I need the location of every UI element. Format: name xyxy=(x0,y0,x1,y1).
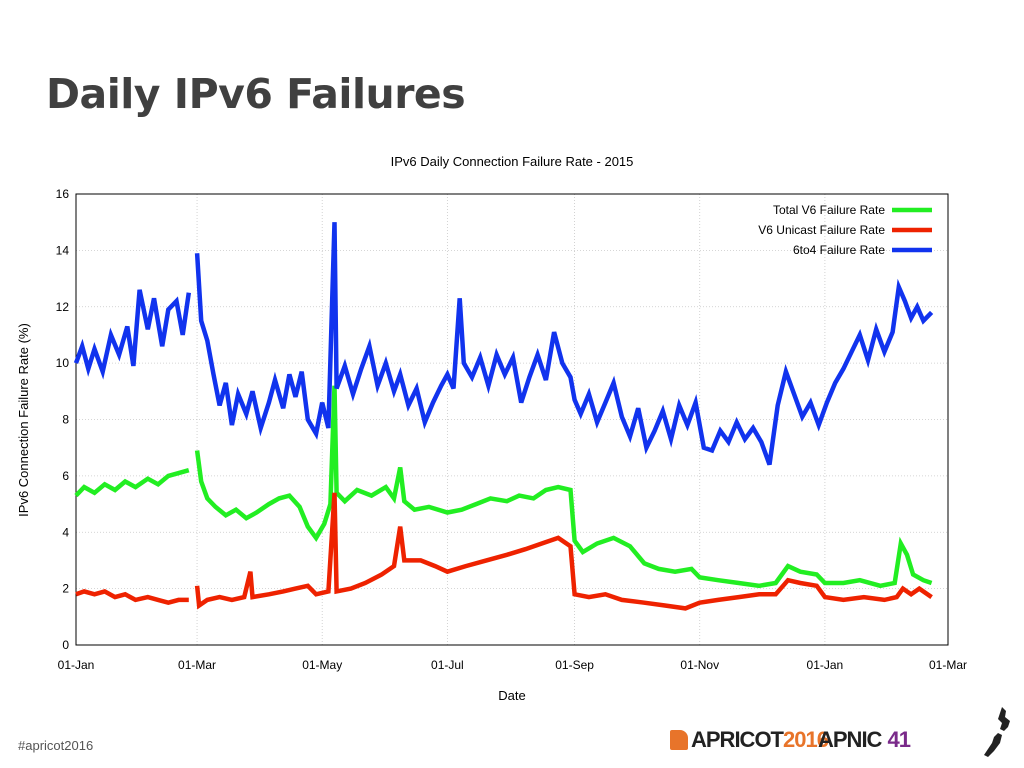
x-tick-label: 01-Jan xyxy=(58,658,95,672)
y-tick-label: 12 xyxy=(56,300,70,314)
apnic-logo-word: APNIC xyxy=(818,727,882,752)
x-axis-label: Date xyxy=(498,688,525,703)
apnic-logo-number: 41 xyxy=(887,727,911,752)
legend-label: 6to4 Failure Rate xyxy=(793,243,885,257)
series-line-0 xyxy=(74,468,190,498)
x-tick-label: 01-Nov xyxy=(680,658,719,672)
apricot-fruit-icon xyxy=(670,730,688,750)
x-tick-label: 01-Jan xyxy=(807,658,844,672)
apricot-logo-year: 2016 xyxy=(783,727,829,752)
x-tick-label: 01-Mar xyxy=(178,658,216,672)
series-line-1 xyxy=(75,588,189,606)
apnic-logo: APNIC 41 xyxy=(818,726,911,754)
y-tick-label: 0 xyxy=(62,638,69,652)
y-axis-label: IPv6 Connection Failure Rate (%) xyxy=(16,323,31,517)
y-tick-label: 14 xyxy=(56,243,70,257)
x-tick-label: 01-Jul xyxy=(431,658,464,672)
y-tick-label: 6 xyxy=(62,469,69,483)
legend-label: V6 Unicast Failure Rate xyxy=(758,223,885,237)
apricot-logo: APRICOT 2016 xyxy=(670,726,829,754)
plot-frame xyxy=(75,193,949,646)
line-chart: IPv6 Daily Connection Failure Rate - 201… xyxy=(16,154,967,703)
series-line-1 xyxy=(194,492,933,611)
legend-label: Total V6 Failure Rate xyxy=(773,203,885,217)
x-tick-label: 01-May xyxy=(302,658,342,672)
series-layer xyxy=(73,222,934,611)
y-tick-label: 8 xyxy=(62,413,69,427)
x-tick-label: 01-Sep xyxy=(555,658,594,672)
slide-title: Daily IPv6 Failures xyxy=(46,70,466,118)
x-tick-label: 01-Mar xyxy=(929,658,967,672)
new-zealand-map-icon xyxy=(984,707,1010,757)
legend: Total V6 Failure Rate V6 Unicast Failure … xyxy=(758,203,932,257)
y-tick-label: 2 xyxy=(62,582,69,596)
y-tick-label: 10 xyxy=(56,356,70,370)
y-tick-label: 16 xyxy=(56,187,70,201)
chart-title: IPv6 Daily Connection Failure Rate - 201… xyxy=(391,154,634,169)
apricot-logo-word: APRICOT xyxy=(691,727,784,752)
axis-ticks: 0 2 4 6 8 10 12 14 16 01-Jan 01-Mar 01-May 01-Jul 01-… xyxy=(56,187,967,672)
series-line-0 xyxy=(194,385,933,589)
series-line-2 xyxy=(194,222,934,466)
y-tick-label: 4 xyxy=(62,525,69,539)
series-line-2 xyxy=(73,289,192,380)
chart-container: IPv6 Daily Connection Failure Rate - 201… xyxy=(0,140,1024,710)
footer-hashtag: #apricot2016 xyxy=(18,738,94,753)
